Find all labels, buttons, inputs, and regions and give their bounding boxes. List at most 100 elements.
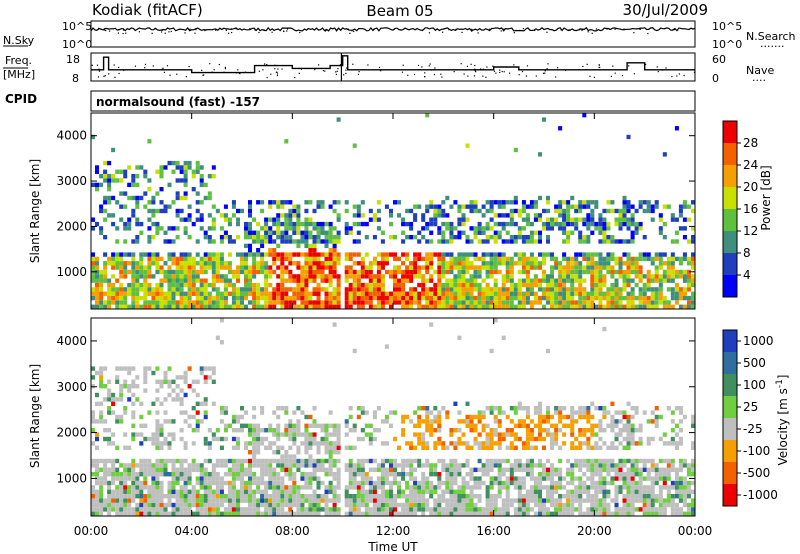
heatmap-cell	[413, 217, 418, 222]
heatmap-cell	[352, 143, 357, 148]
heatmap-cell	[332, 472, 337, 477]
heatmap-cell	[473, 265, 478, 270]
heatmap-cell	[505, 287, 510, 292]
heatmap-cell	[203, 379, 208, 384]
heatmap-cell	[570, 304, 575, 309]
heatmap-cell	[691, 274, 696, 279]
heatmap-cell	[594, 295, 599, 301]
heatmap-cell	[364, 489, 369, 494]
heatmap-cell	[602, 502, 607, 508]
heatmap-cell	[111, 221, 116, 227]
heatmap-cell	[155, 441, 160, 446]
heatmap-cell	[384, 494, 389, 499]
heatmap-cell	[284, 432, 289, 437]
heatmap-cell	[497, 494, 502, 499]
heatmap-cell	[529, 235, 534, 240]
heatmap-cell	[183, 160, 188, 166]
heatmap-cell	[505, 428, 510, 433]
heatmap-cell	[646, 476, 651, 481]
heatmap-cell	[550, 226, 555, 231]
colorbar-swatch	[723, 187, 737, 209]
heatmap-cell	[554, 208, 559, 214]
heatmap-cell	[135, 375, 140, 380]
heatmap-cell	[493, 463, 498, 468]
heatmap-cell	[288, 445, 293, 450]
heatmap-cell	[91, 375, 96, 380]
heatmap-cell	[276, 480, 281, 486]
heatmap-cell	[473, 208, 478, 214]
heatmap-cell	[179, 178, 184, 183]
heatmap-cell	[489, 436, 494, 442]
heatmap-cell	[538, 401, 543, 406]
heatmap-cell	[135, 480, 140, 486]
heatmap-cell	[223, 458, 228, 464]
heatmap-cell	[594, 278, 599, 283]
heatmap-cell	[332, 463, 337, 468]
heatmap-cell	[268, 200, 273, 205]
noise-search-point	[500, 30, 502, 32]
heatmap-cell	[521, 441, 526, 446]
heatmap-cell	[195, 191, 200, 196]
heatmap-cell	[183, 191, 188, 196]
heatmap-cell	[264, 498, 269, 503]
heatmap-cell	[598, 458, 603, 464]
colorbar-tick-label: 28	[743, 136, 758, 150]
heatmap-cell	[115, 485, 120, 490]
heatmap-cell	[505, 476, 510, 481]
freq-label: Freq.	[5, 54, 32, 67]
heatmap-cell	[550, 256, 555, 262]
heatmap-cell	[336, 304, 341, 309]
heatmap-cell	[566, 217, 571, 222]
heatmap-cell	[256, 511, 261, 516]
heatmap-cell	[143, 300, 148, 305]
heatmap-cell	[433, 445, 438, 450]
heatmap-cell	[441, 213, 446, 218]
heatmap-cell	[111, 472, 116, 477]
heatmap-cell	[582, 480, 587, 486]
heatmap-cell	[107, 410, 112, 415]
heatmap-cell	[183, 226, 188, 231]
heatmap-cell	[509, 200, 514, 205]
heatmap-cell	[546, 235, 551, 240]
heatmap-cell	[489, 463, 494, 468]
heatmap-cell	[252, 502, 257, 508]
nave-point	[358, 71, 360, 73]
noise-search-point	[205, 29, 208, 31]
heatmap-cell	[276, 428, 281, 433]
heatmap-cell	[594, 445, 599, 450]
heatmap-cell	[332, 248, 337, 253]
heatmap-cell	[103, 160, 108, 166]
heatmap-cell	[372, 287, 377, 292]
heatmap-cell	[223, 428, 228, 433]
heatmap-cell	[372, 256, 377, 262]
heatmap-cell	[268, 502, 273, 508]
heatmap-cell	[195, 494, 200, 499]
heatmap-cell	[666, 467, 671, 472]
heatmap-cell	[457, 287, 462, 292]
velocity-heatmap-cells	[91, 318, 696, 516]
heatmap-cell	[513, 282, 518, 288]
heatmap-cell	[626, 252, 631, 257]
heatmap-cell	[477, 494, 482, 499]
heatmap-cell	[429, 511, 434, 516]
heatmap-cell	[296, 239, 301, 244]
heatmap-cell	[501, 200, 506, 205]
heatmap-cell	[348, 304, 353, 309]
heatmap-cell	[344, 489, 349, 494]
heatmap-cell	[493, 428, 498, 433]
heatmap-cell	[127, 221, 132, 227]
heatmap-cell	[219, 295, 224, 301]
heatmap-cell	[513, 498, 518, 503]
heatmap-cell	[521, 256, 526, 262]
heatmap-cell	[533, 445, 538, 450]
heatmap-cell	[642, 282, 647, 288]
nave-tick-0: 0	[712, 72, 719, 85]
heatmap-cell	[131, 252, 136, 257]
heatmap-cell	[626, 304, 631, 309]
heatmap-cell	[336, 300, 341, 305]
heatmap-cell	[477, 287, 482, 292]
heatmap-cell	[485, 274, 490, 279]
heatmap-cell	[405, 304, 410, 309]
heatmap-cell	[566, 494, 571, 499]
heatmap-cell	[207, 213, 212, 218]
